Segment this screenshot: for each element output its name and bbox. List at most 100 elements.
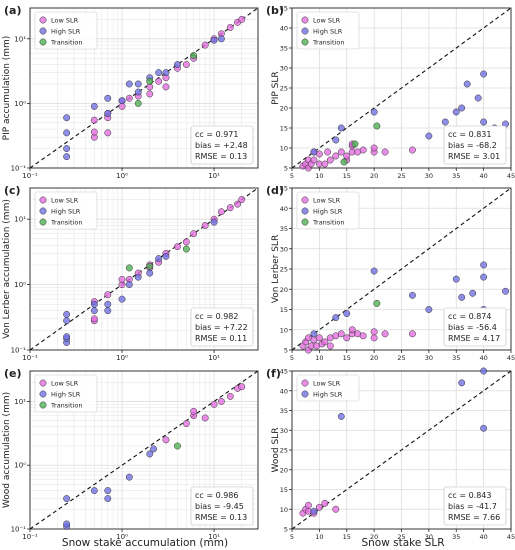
data-point-low-slr [304,501,312,509]
legend-entry: High SLR [51,28,81,36]
data-point-high-slr [104,94,112,102]
x-tick-label: 25 [397,172,405,180]
y-tick-label: 10¹ [14,35,26,43]
y-tick-label: 35 [280,45,288,53]
y-axis-label: Von Lerber accumulation (mm) [2,199,12,339]
data-point-high-slr [217,35,225,43]
data-point-high-slr [150,445,158,453]
x-tick-label: 30 [425,172,433,180]
data-point-high-slr [90,102,98,110]
data-point-low-slr [226,204,234,212]
x-tick-label: 25 [397,354,405,362]
data-point-low-slr [146,90,154,98]
data-point-low-slr [90,128,98,136]
legend-entry: Transition [50,402,82,410]
axes-frame [29,7,259,169]
data-point-transition [373,122,381,130]
data-point-transition [174,442,181,450]
legend-marker [301,379,309,387]
data-point-low-slr [190,230,198,238]
data-point-low-slr [409,330,416,338]
legend-marker [39,207,47,215]
data-point-low-slr [90,116,98,124]
y-tick-label: 5 [284,165,288,173]
data-point-low-slr [90,315,98,323]
data-point-high-slr [469,289,477,297]
x-tick-label: 35 [452,354,460,362]
data-point-high-slr [332,314,340,322]
legend-entry: Low SLR [313,380,341,388]
stats-line: cc = 0.986 [195,491,239,500]
data-point-low-slr [337,148,345,156]
data-point-high-slr [310,330,318,338]
data-point-high-slr [104,300,112,308]
legend-entry: Transition [312,39,344,47]
x-tick-label: 20 [370,354,378,362]
panel-label: (a) [4,4,21,17]
data-point-high-slr [134,80,142,88]
data-point-low-slr [359,332,367,340]
y-tick-label: 10⁻¹ [11,526,27,534]
data-point-high-slr [162,69,170,77]
x-tick-label: 10⁻¹ [22,533,38,541]
data-point-high-slr [63,114,71,122]
data-point-high-slr [452,108,460,116]
x-tick-label: 10¹ [208,533,220,541]
x-tick-label: 10¹ [208,354,220,362]
data-point-low-slr [201,222,209,229]
x-tick-label: 15 [343,354,351,362]
y-tick-label: 15 [280,306,288,314]
axes-frame [29,187,259,351]
y-tick-label: 20 [280,105,288,113]
data-point-low-slr [326,342,334,350]
y-axis-label: Wood SLR [271,428,281,473]
data-point-high-slr [90,300,98,308]
data-point-low-slr [226,23,234,31]
data-point-high-slr [370,108,378,116]
y-tick-label: 45 [280,185,288,193]
data-point-high-slr [458,293,466,301]
legend-box [296,11,360,50]
data-point-low-slr [332,505,340,513]
data-point-high-slr [104,109,112,117]
y-tick-label: 10 [280,506,288,514]
data-point-high-slr [63,310,71,318]
stats-line: cc = 0.843 [448,491,492,500]
x-tick-label: 5 [290,172,294,180]
legend-marker [301,390,309,398]
x-tick-label: 10 [315,172,323,180]
data-point-low-slr [182,238,190,246]
x-tick-label: 40 [479,354,487,362]
y-tick-label: 45 [280,5,288,13]
legend-entry: High SLR [51,208,81,216]
legend-marker [39,38,47,46]
data-point-high-slr [480,367,488,375]
data-point-low-slr [162,83,170,91]
data-point-high-slr [480,424,488,432]
data-point-high-slr [90,307,98,315]
y-tick-label: 10⁻¹ [11,165,27,173]
data-point-low-slr [359,146,367,154]
legend-marker [301,196,309,204]
x-tick-label: 15 [343,533,351,541]
data-point-transition [340,158,348,166]
legend-entry: Transition [312,219,344,227]
data-point-high-slr [104,307,112,315]
data-point-low-slr [310,156,318,164]
y-tick-label: 40 [280,25,288,33]
y-tick-label: 25 [280,85,288,93]
legend-marker [39,390,47,398]
stats-line: bias = -56.4 [448,323,497,332]
y-tick-label: 20 [280,466,288,474]
data-point-low-slr [118,275,126,283]
data-point-low-slr [238,383,246,391]
y-tick-label: 35 [280,225,288,233]
stats-box [443,486,507,526]
data-point-high-slr [343,310,351,317]
data-point-high-slr [63,333,71,341]
data-point-high-slr [174,61,181,68]
stats-line: cc = 0.971 [195,130,239,139]
stats-line: bias = +7.22 [195,323,248,332]
